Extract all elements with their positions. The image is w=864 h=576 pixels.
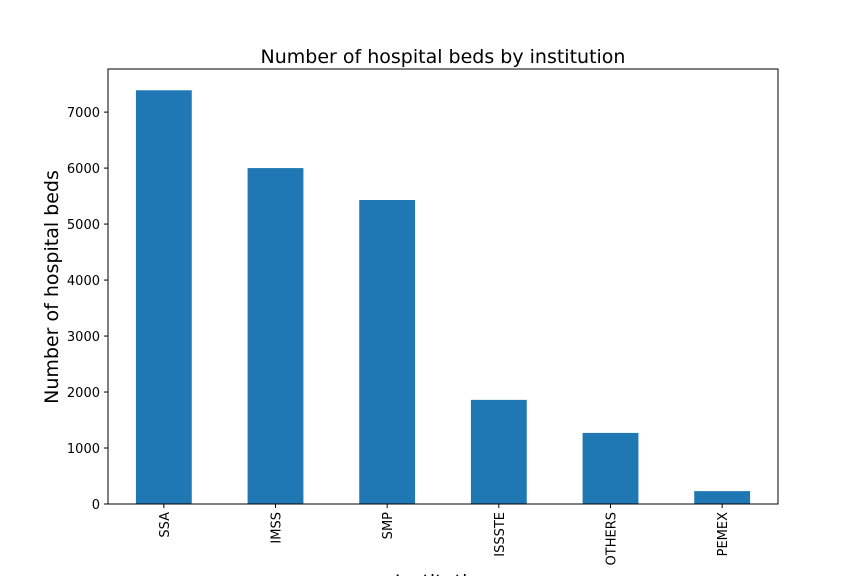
y-tick-label: 0: [92, 498, 100, 513]
y-tick-label: 6000: [67, 162, 100, 177]
y-tick-label: 3000: [67, 330, 100, 345]
y-axis-label: Number of hospital beds: [41, 170, 63, 404]
bar: [694, 491, 751, 504]
y-tick-label: 4000: [67, 274, 100, 289]
y-tick-label: 1000: [67, 442, 100, 457]
plot-frame: [107, 68, 779, 505]
bar: [359, 200, 416, 505]
bar: [582, 432, 639, 504]
y-tick-label: 2000: [67, 386, 100, 401]
bar: [135, 90, 192, 504]
bar: [247, 168, 304, 505]
chart-title: Number of hospital beds by institution: [261, 46, 626, 68]
x-tick-label: IMSS: [270, 512, 285, 544]
y-tick-label: 5000: [67, 218, 100, 233]
x-tick-label: ISSSTE: [493, 512, 508, 557]
y-tick-label: 7000: [67, 106, 100, 121]
x-axis-label: Institution: [395, 571, 491, 576]
x-tick-label: SSA: [158, 512, 173, 538]
x-tick-label: OTHERS: [605, 512, 620, 565]
x-tick-label: SMP: [381, 512, 396, 539]
bar: [470, 399, 527, 504]
x-tick-label: PEMEX: [716, 512, 731, 556]
